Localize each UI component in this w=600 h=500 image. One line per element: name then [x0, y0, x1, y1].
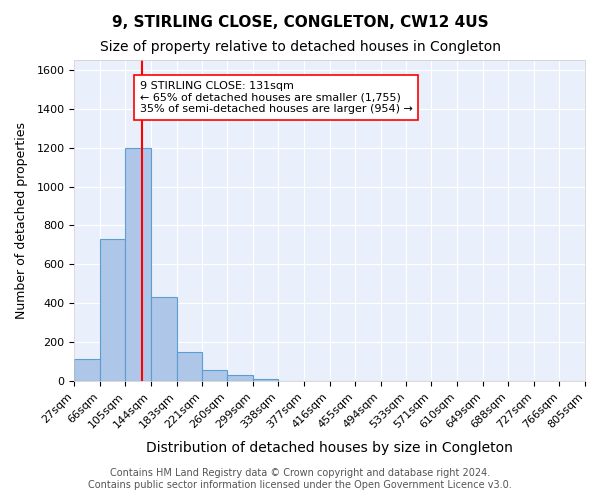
Bar	[151, 296, 176, 381]
Text: Contains HM Land Registry data © Crown copyright and database right 2024.
Contai: Contains HM Land Registry data © Crown c…	[88, 468, 512, 490]
X-axis label: Distribution of detached houses by size in Congleton: Distribution of detached houses by size …	[146, 441, 513, 455]
Text: 9, STIRLING CLOSE, CONGLETON, CW12 4US: 9, STIRLING CLOSE, CONGLETON, CW12 4US	[112, 15, 488, 30]
Bar	[253, 379, 278, 381]
Text: Size of property relative to detached houses in Congleton: Size of property relative to detached ho…	[100, 40, 500, 54]
Y-axis label: Number of detached properties: Number of detached properties	[15, 122, 28, 319]
Bar	[74, 359, 100, 381]
Bar	[202, 370, 227, 381]
Bar	[100, 239, 125, 381]
Bar	[125, 148, 151, 381]
Bar	[176, 352, 202, 381]
Bar	[227, 375, 253, 381]
Text: 9 STIRLING CLOSE: 131sqm
← 65% of detached houses are smaller (1,755)
35% of sem: 9 STIRLING CLOSE: 131sqm ← 65% of detach…	[140, 81, 413, 114]
